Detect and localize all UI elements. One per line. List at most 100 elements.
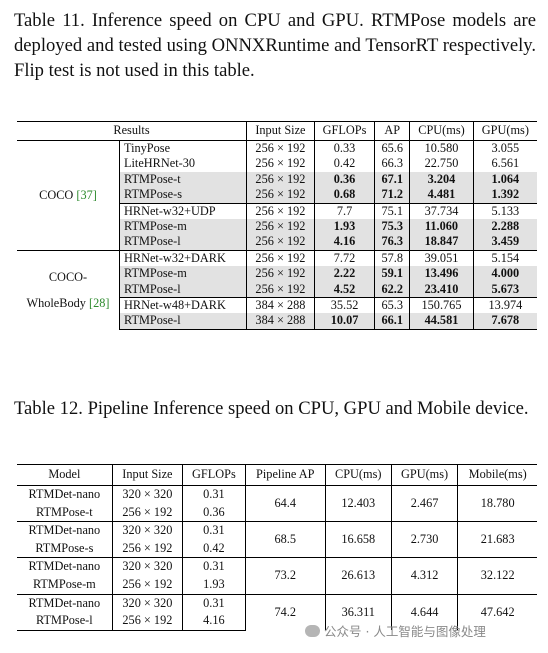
table-row: COCO [37] TinyPose 256 × 192 0.33 65.6 1… <box>17 140 537 202</box>
gpu-ms: 3.459 <box>472 234 537 251</box>
table-row: RTMPose-t 256 × 192 0.36 67.1 3.204 1.06… <box>17 171 537 188</box>
det-model: RTMDet-nano <box>17 593 113 613</box>
gpu-ms: 6.561 <box>472 156 537 172</box>
input-size: 256 × 192 <box>246 219 315 235</box>
cpu-ms: 16.658 <box>324 521 392 558</box>
input-size: 256 × 192 <box>246 202 315 220</box>
ap: 75.3 <box>374 219 410 235</box>
input-size: 256 × 192 <box>246 156 315 172</box>
cpu-ms: 150.765 <box>409 297 474 314</box>
cpu-ms: 36.311 <box>324 593 392 631</box>
model-name: HRNet-w32+DARK <box>118 249 247 267</box>
cpu-ms: 13.496 <box>409 266 474 282</box>
cpu-ms: 3.204 <box>409 171 474 188</box>
ap: 67.1 <box>374 171 410 188</box>
model-name: RTMPose-m <box>118 266 247 282</box>
table-row: RTMDet-nano 320 × 320 0.31 68.5 16.658 2… <box>17 521 537 558</box>
pose-gflops: 0.36 <box>182 503 246 522</box>
det-gflops: 0.31 <box>182 557 246 576</box>
cpu-ms: 12.403 <box>324 485 392 522</box>
table-row: RTMPose-l 384 × 288 10.07 66.1 44.581 7.… <box>17 313 537 330</box>
cpu-ms: 4.481 <box>409 187 474 204</box>
watermark-text: 公众号 · 人工智能与图像处理 <box>324 624 486 639</box>
mobile-ms: 21.683 <box>457 521 537 558</box>
input-size: 256 × 192 <box>246 171 315 188</box>
group-label-coco: COCO [37] <box>17 141 120 251</box>
input-size: 256 × 192 <box>246 187 315 204</box>
cpu-ms: 18.847 <box>409 234 474 251</box>
gpu-ms: 2.730 <box>390 521 458 558</box>
table-12: Model Input Size GFLOPs Pipeline AP CPU(… <box>17 464 537 631</box>
table-row: RTMPose-l 256 × 192 4.52 62.2 23.410 5.6… <box>17 281 537 298</box>
header-cpu: CPU(ms) <box>324 464 392 486</box>
header-model: Model <box>17 464 113 486</box>
det-gflops: 0.31 <box>182 521 246 540</box>
gpu-ms: 7.678 <box>472 313 537 330</box>
model-name: HRNet-w32+UDP <box>118 202 247 220</box>
gflops: 1.93 <box>313 219 375 235</box>
model-name: RTMPose-l <box>118 313 247 330</box>
ap: 65.3 <box>374 297 410 314</box>
header-input-size: Input Size <box>246 121 315 141</box>
pose-gflops: 0.42 <box>182 539 246 558</box>
pipeline-ap: 64.4 <box>244 485 326 522</box>
table-11-caption: Table 11. Inference speed on CPU and GPU… <box>14 10 536 81</box>
model-name: HRNet-w48+DARK <box>118 297 247 314</box>
input-size: 256 × 192 <box>246 281 315 298</box>
pipeline-ap: 74.2 <box>244 593 326 631</box>
mobile-ms: 18.780 <box>457 485 537 522</box>
ap: 62.2 <box>374 281 410 298</box>
table-row: COCO- WholeBody [28] HRNet-w32+DARK 256 … <box>17 249 537 330</box>
ap: 59.1 <box>374 266 410 282</box>
gpu-ms: 5.133 <box>472 202 537 220</box>
cpu-ms: 39.051 <box>409 249 474 267</box>
gflops: 4.16 <box>313 234 375 251</box>
gpu-ms: 13.974 <box>472 297 537 314</box>
pose-model: RTMPose-l <box>17 612 113 631</box>
pose-model: RTMPose-m <box>32 576 96 591</box>
ap: 66.3 <box>374 156 410 172</box>
watermark: 公众号 · 人工智能与图像处理 <box>305 621 486 640</box>
pose-input-size: 256 × 192 <box>111 503 183 522</box>
gpu-ms: 3.055 <box>472 140 537 157</box>
group-name-line2: WholeBody <box>26 296 86 311</box>
gpu-ms: 4.644 <box>390 593 458 631</box>
cpu-ms: 26.613 <box>324 557 392 595</box>
model-name: RTMPose-m <box>118 219 247 235</box>
pose-gflops: 4.16 <box>182 612 246 631</box>
det-input-size: 320 × 320 <box>111 521 183 540</box>
table-12-caption: Table 12. Pipeline Inference speed on CP… <box>14 398 529 419</box>
header-gpu: GPU(ms) <box>390 464 458 486</box>
det-input-size: 320 × 320 <box>111 593 183 613</box>
gflops: 0.36 <box>313 171 375 188</box>
table-row: HRNet-w48+DARK 384 × 288 35.52 65.3 150.… <box>17 297 537 314</box>
table-row: RTMDet-nano 320 × 320 0.31 74.2 36.311 4… <box>17 593 537 631</box>
gflops: 0.68 <box>313 187 375 204</box>
cpu-ms: 23.410 <box>409 281 474 298</box>
group-label-wholebody: COCO- WholeBody [28] <box>17 249 120 330</box>
table-row: RTMDet-nano 320 × 320 0.31 73.2 26.613 4… <box>17 557 537 595</box>
header-results: Results <box>17 121 247 141</box>
input-size: 256 × 192 <box>246 140 315 157</box>
gpu-ms: 2.288 <box>472 219 537 235</box>
pipeline-ap: 73.2 <box>244 557 326 595</box>
det-model: RTMDet-nano <box>28 487 101 501</box>
cpu-ms: 44.581 <box>409 313 474 330</box>
model-name: TinyPose <box>118 140 247 157</box>
header-ap: AP <box>374 121 410 141</box>
table-row: RTMPose-m 256 × 192 2.22 59.1 13.496 4.0… <box>17 266 537 282</box>
gpu-ms: 4.312 <box>390 557 458 595</box>
ap: 66.1 <box>374 313 410 330</box>
table-11: Results Input Size GFLOPs AP CPU(ms) GPU… <box>17 121 537 330</box>
gpu-ms: 4.000 <box>472 266 537 282</box>
input-size: 384 × 288 <box>246 313 315 330</box>
model-name: RTMPose-s <box>118 187 247 204</box>
det-input-size: 320 × 320 <box>111 557 183 576</box>
input-size: 256 × 192 <box>246 234 315 251</box>
mobile-ms: 32.122 <box>457 557 537 595</box>
citation: [37] <box>76 187 97 202</box>
table-row: RTMPose-s 256 × 192 0.68 71.2 4.481 1.39… <box>17 187 537 204</box>
det-model: RTMDet-nano <box>17 557 113 576</box>
ap: 71.2 <box>374 187 410 204</box>
header-cpu: CPU(ms) <box>409 121 474 141</box>
